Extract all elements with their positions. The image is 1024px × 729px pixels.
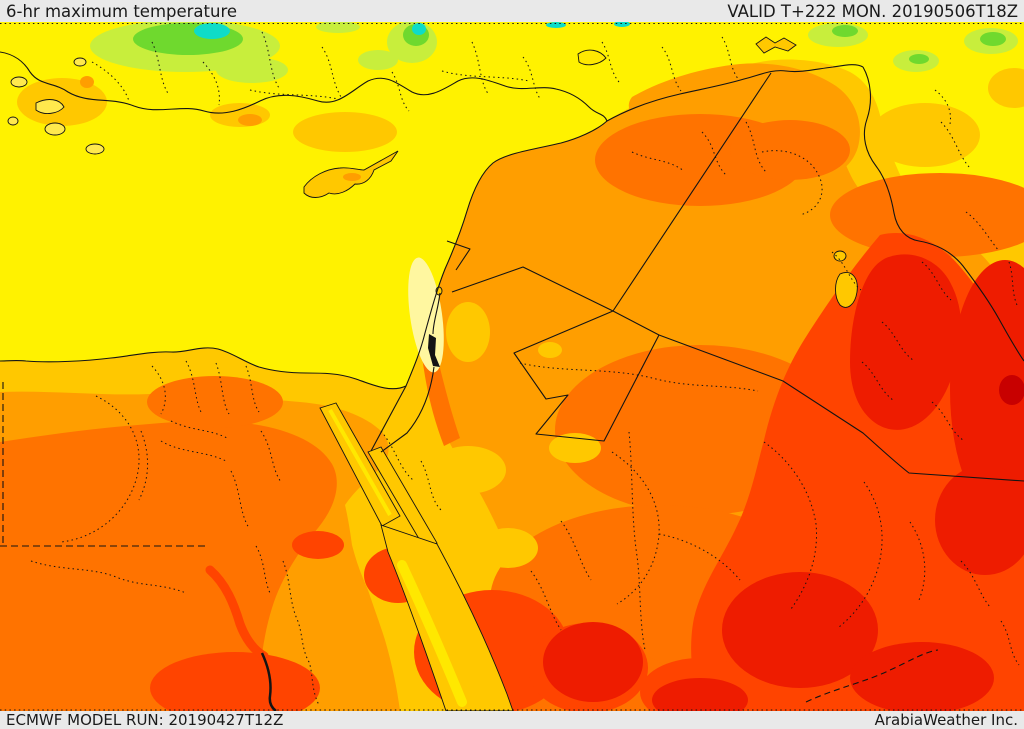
temperature-map bbox=[0, 22, 1024, 711]
footer-bar: ECMWF MODEL RUN: 20190427T12Z ArabiaWeat… bbox=[0, 711, 1024, 729]
cool-patches-green bbox=[90, 22, 1018, 83]
iran-border bbox=[862, 66, 1024, 362]
nile-hot-band bbox=[205, 565, 269, 661]
branding-label: ArabiaWeather Inc. bbox=[874, 711, 1018, 729]
valid-time-label: VALID T+222 MON. 20190506T18Z bbox=[727, 1, 1018, 21]
country-borders bbox=[0, 51, 1024, 703]
dead-sea bbox=[428, 334, 440, 367]
gulf-of-aqaba bbox=[367, 446, 438, 550]
cyprus-warm-spot bbox=[343, 173, 361, 181]
temperature-map-svg bbox=[0, 22, 1024, 711]
header-bar: 6-hr maximum temperature VALID T+222 MON… bbox=[0, 0, 1024, 22]
red-sea-body bbox=[380, 524, 514, 711]
saudi-southeast-border bbox=[805, 649, 939, 703]
lake-nasser bbox=[260, 652, 277, 711]
aegean-island bbox=[35, 99, 65, 114]
syria-jordan-border bbox=[451, 266, 614, 312]
turkey-syria-border bbox=[606, 64, 864, 122]
red-sea bbox=[319, 402, 514, 711]
page-title: 6-hr maximum temperature bbox=[6, 1, 238, 21]
lake-east-turkey bbox=[755, 36, 797, 54]
jordan-israel-border bbox=[380, 292, 441, 453]
islands-and-lakes bbox=[7, 36, 858, 711]
mediterranean-coastline bbox=[0, 51, 608, 390]
lake-tharthar bbox=[835, 272, 858, 308]
cool-pockets-gold bbox=[430, 302, 601, 568]
syria-iraq-border bbox=[612, 72, 772, 312]
temperature-layer-red bbox=[543, 254, 1024, 711]
admin-boundaries bbox=[0, 23, 1024, 711]
egypt-israel-border bbox=[370, 385, 407, 452]
lake-tuz bbox=[577, 49, 607, 66]
iraq-saudi-border bbox=[658, 334, 1024, 482]
hottest-spot bbox=[999, 375, 1024, 405]
jordan-saudi-border bbox=[513, 310, 660, 442]
lebanon-border bbox=[446, 240, 471, 271]
model-run-label: ECMWF MODEL RUN: 20190427T12Z bbox=[6, 711, 284, 729]
